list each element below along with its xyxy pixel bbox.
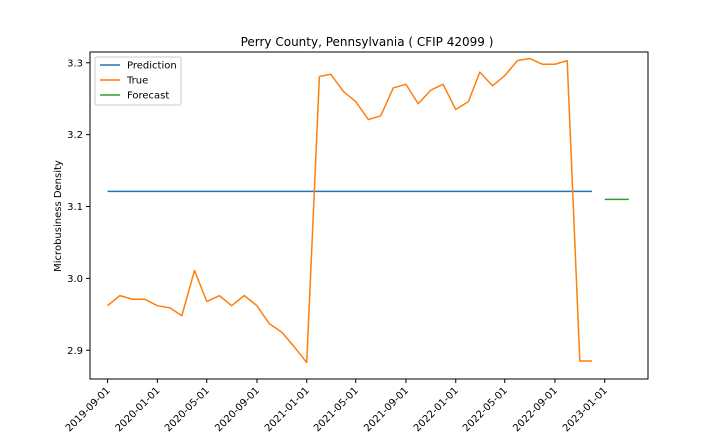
legend-label: Prediction	[127, 61, 177, 72]
x-tick-label: 2023-01-01	[561, 385, 610, 432]
x-tick-label: 2020-05-01	[163, 385, 212, 432]
legend-label: Forecast	[127, 91, 169, 102]
legend-label: True	[126, 76, 148, 87]
y-tick-label: 3.2	[67, 130, 83, 141]
chart-title: Perry County, Pennsylvania ( CFIP 42099 …	[241, 35, 494, 49]
x-tick-label: 2021-05-01	[312, 385, 361, 432]
x-tick-label: 2020-09-01	[213, 385, 262, 432]
x-tick-label: 2022-05-01	[461, 385, 510, 432]
x-tick-label: 2020-01-01	[114, 385, 163, 432]
y-tick-label: 3.0	[67, 274, 83, 285]
x-axis: 2019-09-01 2020-01-01 2020-05-01 2020-09-01…	[64, 379, 610, 432]
legend: Prediction True Forecast	[95, 57, 181, 105]
y-tick-label: 3.3	[67, 58, 83, 69]
y-axis-label: Microbusiness Density	[53, 160, 64, 272]
y-axis: 2.9 3.0 3.1 3.2 3.3	[67, 58, 90, 356]
x-tick-label: 2022-09-01	[511, 385, 560, 432]
series-layer	[108, 58, 629, 362]
x-tick-label: 2021-01-01	[263, 385, 312, 432]
x-tick-label: 2021-09-01	[362, 385, 411, 432]
x-tick-label: 2019-09-01	[64, 385, 113, 432]
y-tick-label: 2.9	[67, 346, 83, 357]
x-tick-label: 2022-01-01	[412, 385, 461, 432]
y-tick-label: 3.1	[67, 202, 83, 213]
